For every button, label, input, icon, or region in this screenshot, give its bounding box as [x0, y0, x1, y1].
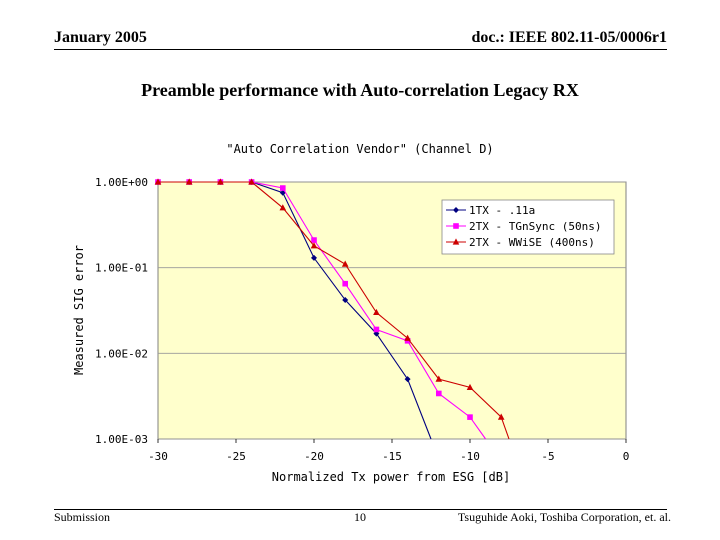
data-point-triangle: [373, 308, 380, 316]
data-point-triangle: [466, 383, 474, 391]
data-point-square: [342, 280, 348, 287]
data-point-diamond: [311, 254, 317, 261]
data-point-diamond: [453, 207, 459, 213]
x-tick-label: -25: [226, 450, 246, 463]
data-point-triangle: [435, 375, 443, 382]
page-number: 10: [354, 510, 366, 524]
y-tick-label: 1.00E-01: [95, 262, 148, 275]
y-tick-label: 1.00E+00: [95, 176, 148, 189]
slide-title: Preamble performance with Auto-correlati…: [141, 80, 579, 100]
y-axis-label: Measured SIG error: [72, 245, 86, 375]
data-point-triangle: [185, 178, 193, 185]
x-tick-label: -15: [382, 450, 402, 463]
data-point-diamond: [404, 376, 411, 383]
footer-submission: Submission: [54, 510, 111, 524]
data-point-triangle: [279, 204, 287, 211]
x-tick-label: -20: [304, 450, 324, 463]
legend-label: 1TX - .11a: [469, 204, 535, 217]
x-tick-label: 0: [623, 450, 630, 463]
data-point-triangle: [452, 238, 460, 245]
data-point-triangle: [154, 178, 162, 185]
y-tick-label: 1.00E-02: [95, 347, 148, 360]
data-point-square: [436, 390, 442, 397]
axes: 1.00E+00 1.00E-01 1.00E-02 1.00E-03-30 -25 -2…: [95, 176, 629, 463]
data-point-triangle: [404, 334, 411, 341]
data-point-diamond: [342, 296, 349, 303]
legend: 1TX - .11a 2TX - TGnSync (50ns) 2TX - WWiS…: [441, 199, 615, 255]
x-tick-label: -30: [148, 450, 168, 463]
legend-label: 2TX - WWiSE (400ns): [469, 236, 595, 249]
data-point-triangle: [217, 178, 224, 185]
data-point-square: [373, 326, 380, 333]
data-point-square: [280, 185, 286, 191]
data-point-triangle: [248, 178, 255, 185]
series-group: [154, 178, 510, 440]
data-point-square: [467, 414, 473, 420]
x-tick-label: -5: [541, 450, 554, 463]
data-point-square: [453, 223, 459, 229]
chart-title: "Auto Correlation Vendor" (Channel D): [226, 142, 493, 156]
footer-divider: [54, 509, 667, 510]
header-divider: [54, 49, 667, 50]
legend-box: [441, 199, 615, 255]
y-tick-label: 1.00E-03: [95, 433, 148, 446]
data-point-triangle: [341, 260, 349, 267]
data-point-triangle: [497, 413, 505, 420]
footer-authors: Tsuguhide Aoki, Toshiba Corporation, et.…: [457, 510, 671, 524]
data-point-triangle: [310, 242, 318, 249]
x-tick-label: -10: [460, 450, 480, 463]
legend-label: 2TX - TGnSync (50ns): [469, 220, 601, 233]
data-point-square: [311, 237, 317, 243]
header-doc-id: doc.: IEEE 802.11-05/0006r1: [471, 29, 667, 46]
series-3: [154, 178, 510, 440]
header-date: January 2005: [54, 29, 147, 46]
x-axis-label: Normalized Tx power from ESG [dB]: [272, 470, 510, 484]
